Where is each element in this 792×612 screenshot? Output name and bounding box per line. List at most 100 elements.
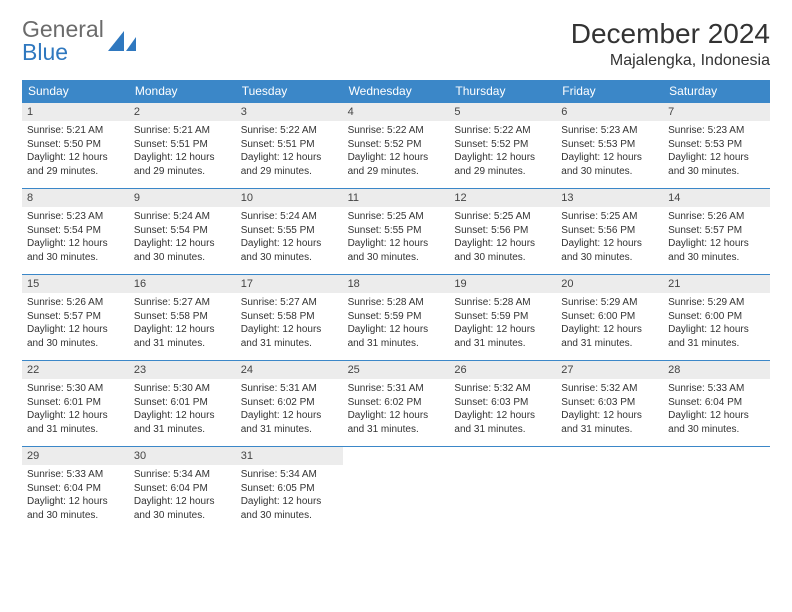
calendar-cell: 26Sunrise: 5:32 AMSunset: 6:03 PMDayligh… [449, 360, 556, 446]
day-number: 22 [22, 361, 129, 379]
day-body: Sunrise: 5:26 AMSunset: 5:57 PMDaylight:… [22, 293, 129, 356]
day-body: Sunrise: 5:23 AMSunset: 5:53 PMDaylight:… [556, 121, 663, 184]
day-body: Sunrise: 5:32 AMSunset: 6:03 PMDaylight:… [449, 379, 556, 442]
calendar-cell: 30Sunrise: 5:34 AMSunset: 6:04 PMDayligh… [129, 446, 236, 532]
day-body: Sunrise: 5:21 AMSunset: 5:51 PMDaylight:… [129, 121, 236, 184]
day-body: Sunrise: 5:21 AMSunset: 5:50 PMDaylight:… [22, 121, 129, 184]
calendar-cell: 18Sunrise: 5:28 AMSunset: 5:59 PMDayligh… [343, 274, 450, 360]
calendar-cell [556, 446, 663, 532]
calendar-cell: 7Sunrise: 5:23 AMSunset: 5:53 PMDaylight… [663, 102, 770, 188]
day-number: 29 [22, 447, 129, 465]
logo-sail-icon [106, 27, 140, 55]
day-number: 30 [129, 447, 236, 465]
calendar-cell: 22Sunrise: 5:30 AMSunset: 6:01 PMDayligh… [22, 360, 129, 446]
calendar-cell: 1Sunrise: 5:21 AMSunset: 5:50 PMDaylight… [22, 102, 129, 188]
calendar-cell [663, 446, 770, 532]
day-number: 17 [236, 275, 343, 293]
day-body: Sunrise: 5:31 AMSunset: 6:02 PMDaylight:… [343, 379, 450, 442]
day-number: 5 [449, 103, 556, 121]
day-body: Sunrise: 5:23 AMSunset: 5:53 PMDaylight:… [663, 121, 770, 184]
day-body: Sunrise: 5:27 AMSunset: 5:58 PMDaylight:… [236, 293, 343, 356]
calendar-cell: 14Sunrise: 5:26 AMSunset: 5:57 PMDayligh… [663, 188, 770, 274]
dow-header: Sunday [22, 80, 129, 102]
calendar-cell: 27Sunrise: 5:32 AMSunset: 6:03 PMDayligh… [556, 360, 663, 446]
calendar-cell [449, 446, 556, 532]
day-body: Sunrise: 5:31 AMSunset: 6:02 PMDaylight:… [236, 379, 343, 442]
title-block: December 2024 Majalengka, Indonesia [571, 18, 770, 70]
calendar-cell: 5Sunrise: 5:22 AMSunset: 5:52 PMDaylight… [449, 102, 556, 188]
dow-header: Saturday [663, 80, 770, 102]
logo-part2: Blue [22, 39, 68, 65]
day-body: Sunrise: 5:28 AMSunset: 5:59 PMDaylight:… [449, 293, 556, 356]
day-number: 20 [556, 275, 663, 293]
calendar-cell: 28Sunrise: 5:33 AMSunset: 6:04 PMDayligh… [663, 360, 770, 446]
dow-header: Thursday [449, 80, 556, 102]
day-number: 10 [236, 189, 343, 207]
day-body: Sunrise: 5:26 AMSunset: 5:57 PMDaylight:… [663, 207, 770, 270]
day-body: Sunrise: 5:25 AMSunset: 5:55 PMDaylight:… [343, 207, 450, 270]
day-body: Sunrise: 5:22 AMSunset: 5:52 PMDaylight:… [343, 121, 450, 184]
calendar-cell: 29Sunrise: 5:33 AMSunset: 6:04 PMDayligh… [22, 446, 129, 532]
day-number: 16 [129, 275, 236, 293]
calendar-cell: 9Sunrise: 5:24 AMSunset: 5:54 PMDaylight… [129, 188, 236, 274]
day-number: 31 [236, 447, 343, 465]
day-body: Sunrise: 5:22 AMSunset: 5:52 PMDaylight:… [449, 121, 556, 184]
logo-text: General Blue [22, 18, 104, 64]
calendar-cell: 6Sunrise: 5:23 AMSunset: 5:53 PMDaylight… [556, 102, 663, 188]
day-number: 1 [22, 103, 129, 121]
day-body: Sunrise: 5:28 AMSunset: 5:59 PMDaylight:… [343, 293, 450, 356]
day-body: Sunrise: 5:27 AMSunset: 5:58 PMDaylight:… [129, 293, 236, 356]
day-body: Sunrise: 5:29 AMSunset: 6:00 PMDaylight:… [663, 293, 770, 356]
day-number: 21 [663, 275, 770, 293]
calendar-cell: 23Sunrise: 5:30 AMSunset: 6:01 PMDayligh… [129, 360, 236, 446]
day-number: 12 [449, 189, 556, 207]
day-number: 24 [236, 361, 343, 379]
calendar-cell: 2Sunrise: 5:21 AMSunset: 5:51 PMDaylight… [129, 102, 236, 188]
day-body: Sunrise: 5:33 AMSunset: 6:04 PMDaylight:… [663, 379, 770, 442]
calendar-cell: 25Sunrise: 5:31 AMSunset: 6:02 PMDayligh… [343, 360, 450, 446]
calendar-cell: 13Sunrise: 5:25 AMSunset: 5:56 PMDayligh… [556, 188, 663, 274]
day-body: Sunrise: 5:34 AMSunset: 6:05 PMDaylight:… [236, 465, 343, 528]
day-number: 14 [663, 189, 770, 207]
day-number: 26 [449, 361, 556, 379]
day-number: 13 [556, 189, 663, 207]
day-body: Sunrise: 5:30 AMSunset: 6:01 PMDaylight:… [129, 379, 236, 442]
location: Majalengka, Indonesia [571, 52, 770, 70]
calendar-cell: 4Sunrise: 5:22 AMSunset: 5:52 PMDaylight… [343, 102, 450, 188]
calendar-cell: 15Sunrise: 5:26 AMSunset: 5:57 PMDayligh… [22, 274, 129, 360]
calendar-cell [343, 446, 450, 532]
calendar-cell: 20Sunrise: 5:29 AMSunset: 6:00 PMDayligh… [556, 274, 663, 360]
dow-header: Tuesday [236, 80, 343, 102]
day-number: 8 [22, 189, 129, 207]
day-number: 7 [663, 103, 770, 121]
day-number: 27 [556, 361, 663, 379]
day-number: 19 [449, 275, 556, 293]
day-body: Sunrise: 5:25 AMSunset: 5:56 PMDaylight:… [556, 207, 663, 270]
day-number: 2 [129, 103, 236, 121]
logo: General Blue [22, 18, 140, 64]
day-body: Sunrise: 5:23 AMSunset: 5:54 PMDaylight:… [22, 207, 129, 270]
calendar-cell: 24Sunrise: 5:31 AMSunset: 6:02 PMDayligh… [236, 360, 343, 446]
day-body: Sunrise: 5:25 AMSunset: 5:56 PMDaylight:… [449, 207, 556, 270]
day-body: Sunrise: 5:30 AMSunset: 6:01 PMDaylight:… [22, 379, 129, 442]
day-number: 9 [129, 189, 236, 207]
day-body: Sunrise: 5:34 AMSunset: 6:04 PMDaylight:… [129, 465, 236, 528]
calendar-cell: 16Sunrise: 5:27 AMSunset: 5:58 PMDayligh… [129, 274, 236, 360]
calendar-cell: 3Sunrise: 5:22 AMSunset: 5:51 PMDaylight… [236, 102, 343, 188]
day-number: 4 [343, 103, 450, 121]
calendar-grid: SundayMondayTuesdayWednesdayThursdayFrid… [22, 80, 770, 532]
day-body: Sunrise: 5:33 AMSunset: 6:04 PMDaylight:… [22, 465, 129, 528]
dow-header: Friday [556, 80, 663, 102]
day-body: Sunrise: 5:32 AMSunset: 6:03 PMDaylight:… [556, 379, 663, 442]
day-body: Sunrise: 5:22 AMSunset: 5:51 PMDaylight:… [236, 121, 343, 184]
day-body: Sunrise: 5:24 AMSunset: 5:54 PMDaylight:… [129, 207, 236, 270]
calendar-cell: 31Sunrise: 5:34 AMSunset: 6:05 PMDayligh… [236, 446, 343, 532]
calendar-cell: 19Sunrise: 5:28 AMSunset: 5:59 PMDayligh… [449, 274, 556, 360]
header: General Blue December 2024 Majalengka, I… [22, 18, 770, 70]
day-body: Sunrise: 5:24 AMSunset: 5:55 PMDaylight:… [236, 207, 343, 270]
month-title: December 2024 [571, 18, 770, 50]
calendar-cell: 10Sunrise: 5:24 AMSunset: 5:55 PMDayligh… [236, 188, 343, 274]
day-number: 15 [22, 275, 129, 293]
calendar-cell: 8Sunrise: 5:23 AMSunset: 5:54 PMDaylight… [22, 188, 129, 274]
day-number: 25 [343, 361, 450, 379]
